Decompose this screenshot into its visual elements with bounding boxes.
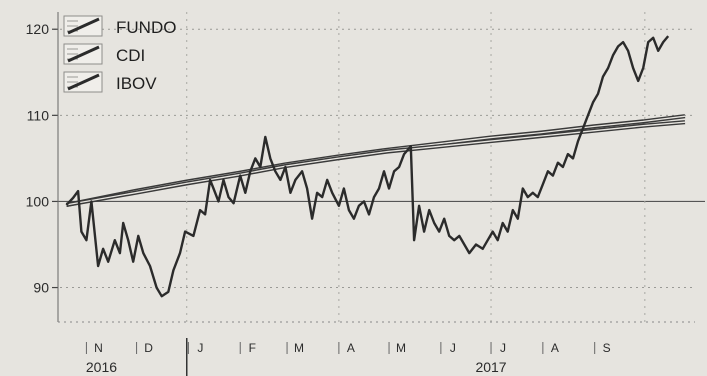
year-label: 2017 <box>475 359 506 375</box>
month-label: F <box>249 341 256 355</box>
series-line <box>65 35 670 298</box>
legend-swatch-line <box>67 73 100 91</box>
month-label: A <box>551 341 559 355</box>
y-tick-label: 120 <box>26 21 50 37</box>
month-label: S <box>603 341 611 355</box>
month-label: J <box>450 341 456 355</box>
legend-label: CDI <box>116 46 145 65</box>
y-tick-label: 100 <box>26 193 50 209</box>
legend-item-ibov: IBOV <box>63 71 157 93</box>
month-label: M <box>294 341 304 355</box>
axes: 90 100 110 120 N D J F M A M J J A S 2016 2017 <box>26 12 695 376</box>
month-label: J <box>500 341 506 355</box>
series-line-inner <box>66 121 686 206</box>
month-label: D <box>144 341 153 355</box>
year-label: 2016 <box>86 359 117 375</box>
series-lines <box>65 35 686 298</box>
month-label: A <box>347 341 355 355</box>
legend-item-fundo: FUNDO <box>63 15 176 37</box>
y-tick-label: 90 <box>33 280 49 296</box>
month-label: J <box>197 341 203 355</box>
legend-item-cdi: CDI <box>63 43 145 65</box>
legend-swatch-line <box>67 17 100 35</box>
legend-label: IBOV <box>116 74 157 93</box>
legend-swatch-line <box>67 45 100 63</box>
legend: FUNDO CDI IBOV <box>63 15 176 93</box>
series-ibov <box>65 35 670 298</box>
month-label: N <box>94 341 103 355</box>
series-cdi <box>66 120 686 207</box>
y-tick-label: 110 <box>27 107 50 123</box>
legend-label: FUNDO <box>116 18 176 37</box>
month-label: M <box>396 341 406 355</box>
